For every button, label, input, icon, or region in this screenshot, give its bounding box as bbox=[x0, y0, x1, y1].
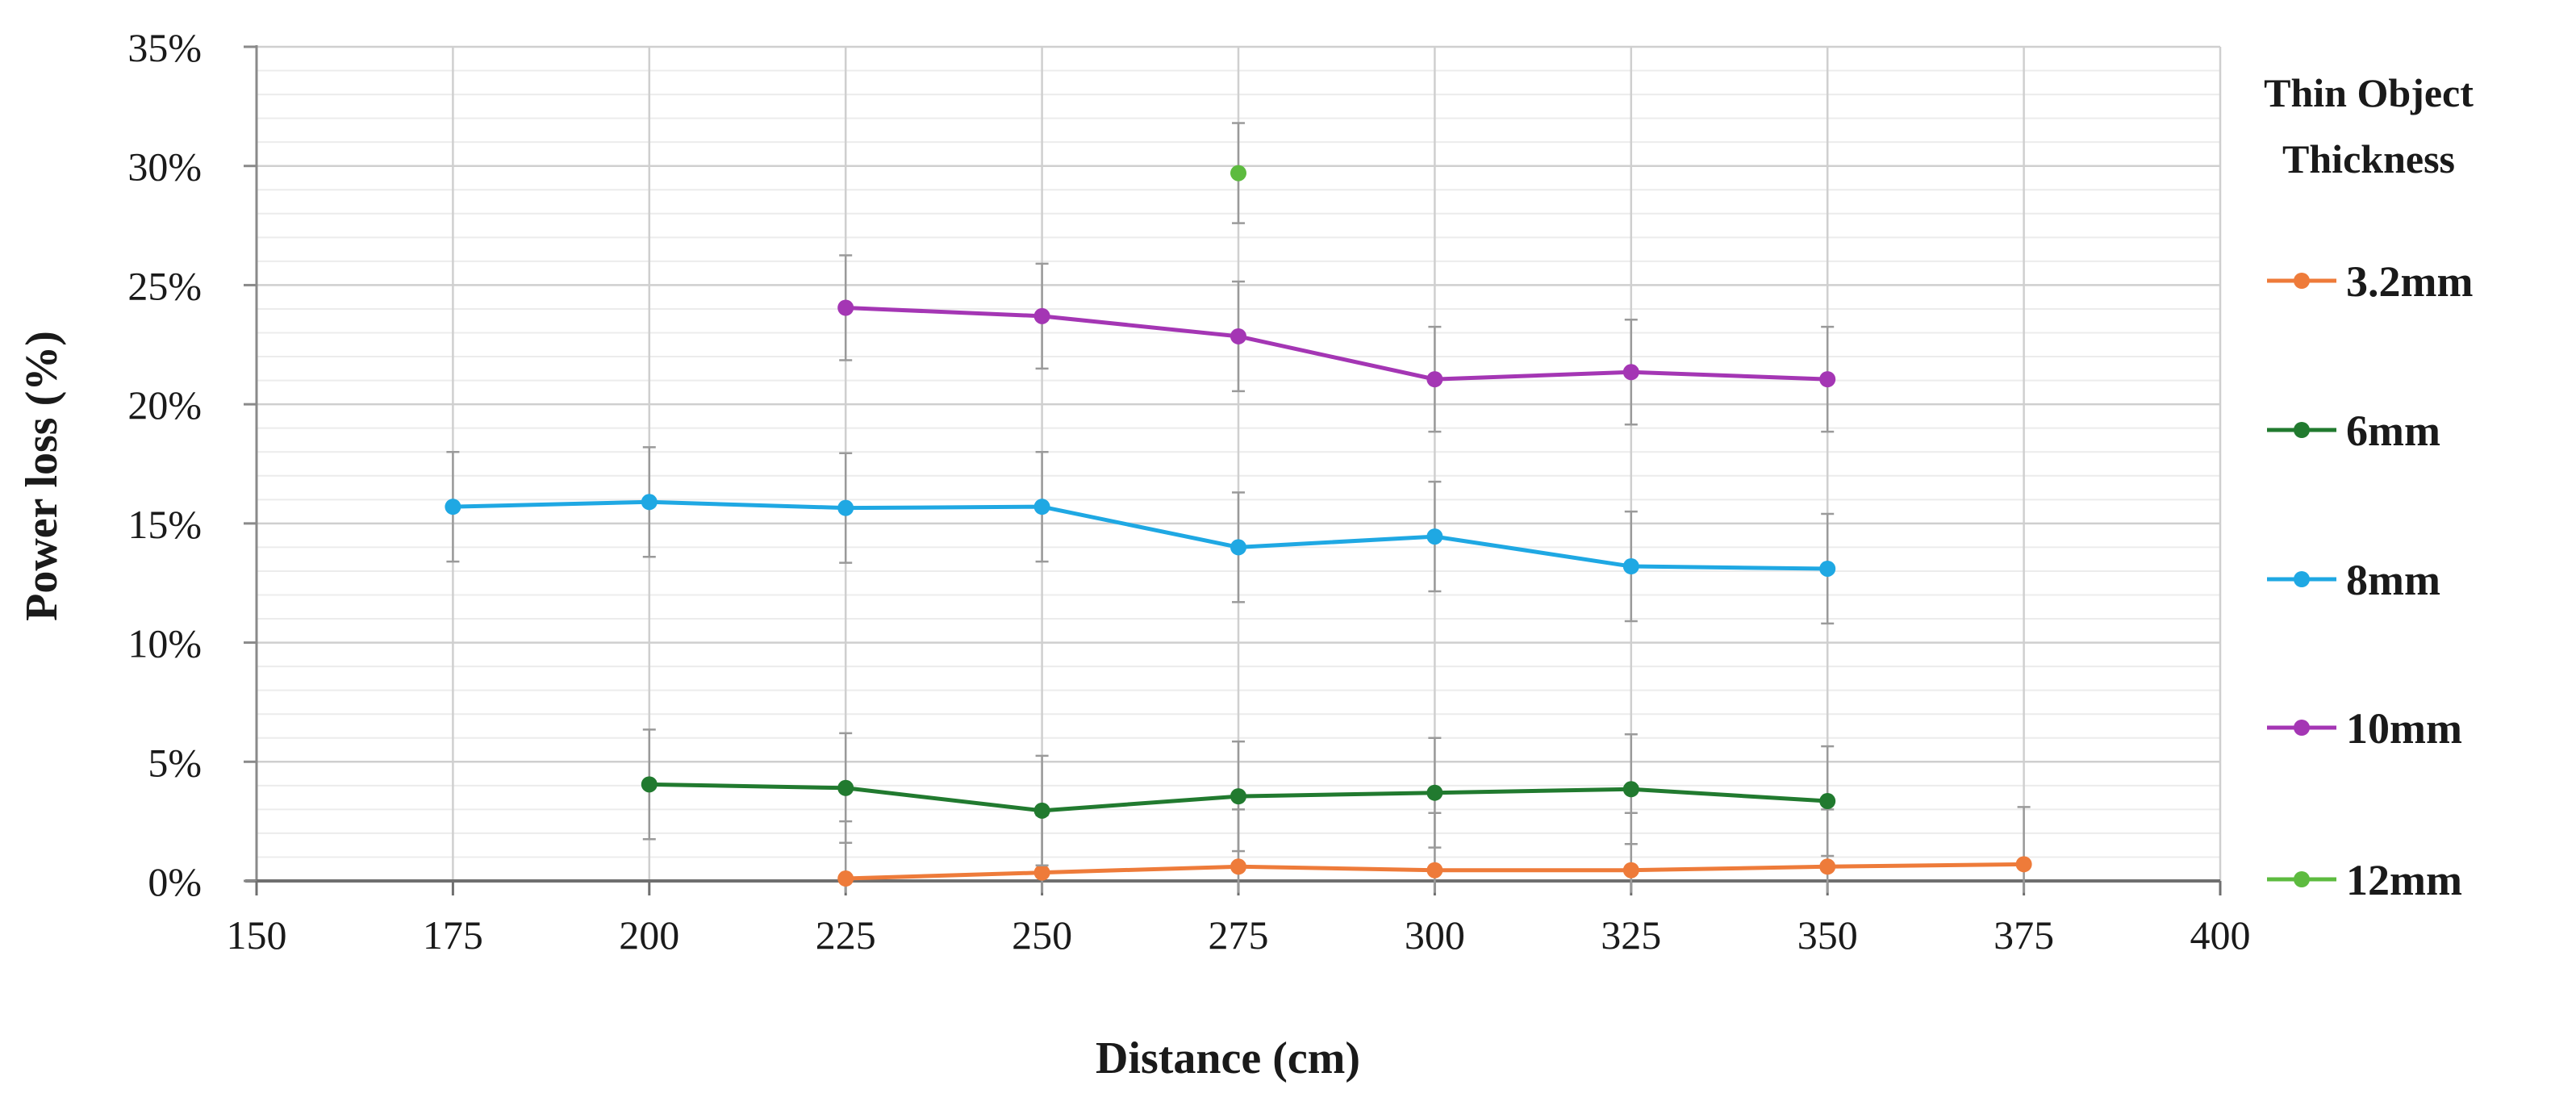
data-point bbox=[1426, 862, 1443, 879]
data-point bbox=[1230, 539, 1246, 556]
legend-swatch-marker bbox=[2294, 720, 2310, 736]
legend-label: 12mm bbox=[2346, 856, 2462, 904]
y-axis-tick-labels: 0% 5% 10% 15% 20% 25% 30% 35% bbox=[127, 25, 202, 904]
data-point bbox=[1426, 528, 1443, 545]
series-10mm bbox=[837, 254, 1836, 433]
legend-title-line-2: Thickness bbox=[2282, 136, 2455, 182]
x-tick-label: 225 bbox=[816, 912, 876, 958]
data-point bbox=[1033, 307, 1050, 324]
x-tick-label: 400 bbox=[2190, 912, 2251, 958]
x-axis-tick-labels: 150 175 200 225 250 275 300 325 350 375 400 bbox=[227, 912, 2251, 958]
legend-label: 6mm bbox=[2346, 407, 2440, 455]
data-point bbox=[641, 494, 658, 511]
data-point bbox=[1622, 364, 1639, 381]
data-point bbox=[1033, 864, 1050, 881]
data-point bbox=[837, 870, 854, 887]
data-point bbox=[1819, 793, 1836, 810]
legend: Thin Object Thickness 3.2mm 6mm 8mm 10mm 12m… bbox=[2264, 70, 2474, 904]
data-point bbox=[1426, 371, 1443, 388]
data-point bbox=[1426, 784, 1443, 801]
y-tick-label: 10% bbox=[127, 621, 202, 666]
legend-swatch-marker bbox=[2294, 422, 2310, 438]
data-point bbox=[445, 499, 461, 515]
data-point bbox=[837, 299, 854, 316]
legend-title-line-1: Thin Object bbox=[2264, 70, 2474, 115]
x-tick-label: 375 bbox=[1994, 912, 2054, 958]
legend-item: 3.2mm bbox=[2267, 257, 2473, 306]
data-point bbox=[1230, 165, 1246, 182]
data-point bbox=[1819, 858, 1836, 875]
legend-item: 8mm bbox=[2267, 556, 2440, 604]
data-point bbox=[1622, 862, 1639, 879]
legend-label: 8mm bbox=[2346, 556, 2440, 604]
data-point bbox=[837, 499, 854, 516]
data-point bbox=[1230, 328, 1246, 344]
data-point bbox=[1819, 560, 1836, 577]
x-tick-label: 150 bbox=[227, 912, 287, 958]
x-tick-label: 175 bbox=[423, 912, 483, 958]
x-tick-label: 325 bbox=[1601, 912, 1661, 958]
x-tick-label: 300 bbox=[1405, 912, 1465, 958]
series-6mm bbox=[641, 728, 1836, 867]
x-tick-label: 250 bbox=[1012, 912, 1072, 958]
x-tick-label: 275 bbox=[1209, 912, 1269, 958]
y-tick-label: 30% bbox=[127, 144, 202, 190]
y-axis-title: Power loss (%) bbox=[17, 331, 67, 621]
data-point bbox=[1622, 781, 1639, 798]
series-12mm bbox=[1230, 122, 1246, 224]
legend-item: 12mm bbox=[2267, 856, 2462, 904]
x-tick-label: 350 bbox=[1797, 912, 1858, 958]
y-tick-label: 0% bbox=[148, 859, 202, 904]
data-point bbox=[1230, 858, 1246, 875]
series-layer bbox=[445, 122, 2032, 893]
data-point bbox=[837, 779, 854, 796]
series-8mm bbox=[445, 446, 1836, 625]
legend-label: 3.2mm bbox=[2346, 257, 2473, 306]
y-tick-label: 35% bbox=[127, 25, 202, 70]
data-point bbox=[1033, 802, 1050, 819]
data-point bbox=[1819, 371, 1836, 388]
data-point bbox=[641, 776, 658, 793]
data-point bbox=[1622, 558, 1639, 575]
series-line bbox=[453, 499, 1828, 571]
data-point bbox=[1230, 788, 1246, 805]
legend-items: 3.2mm 6mm 8mm 10mm 12mm bbox=[2267, 257, 2473, 904]
y-tick-label: 15% bbox=[127, 502, 202, 547]
y-tick-label: 20% bbox=[127, 382, 202, 428]
legend-swatch-marker bbox=[2294, 273, 2310, 289]
legend-label: 10mm bbox=[2346, 704, 2462, 753]
data-point bbox=[2015, 856, 2032, 873]
y-tick-label: 5% bbox=[148, 740, 202, 785]
x-axis-title: Distance (cm) bbox=[1096, 1033, 1360, 1083]
legend-swatch-marker bbox=[2294, 571, 2310, 587]
data-point bbox=[1033, 499, 1050, 515]
y-tick-label: 25% bbox=[127, 263, 202, 308]
series-line bbox=[845, 305, 1828, 382]
legend-swatch-marker bbox=[2294, 871, 2310, 887]
legend-item: 10mm bbox=[2267, 704, 2462, 753]
legend-item: 6mm bbox=[2267, 407, 2440, 455]
x-tick-label: 200 bbox=[619, 912, 679, 958]
